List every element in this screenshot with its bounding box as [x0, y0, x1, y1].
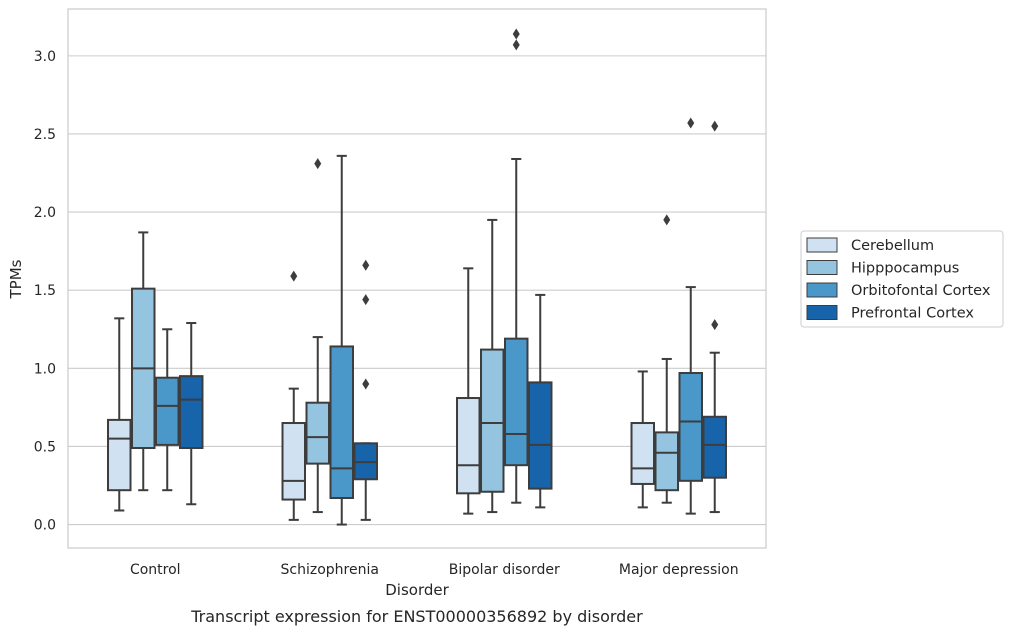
box-iqr: [281, 422, 307, 501]
outlier-point: [663, 214, 671, 226]
box-iqr: [702, 415, 727, 479]
box-prefrontal-cortex: [702, 120, 727, 514]
legend-swatch: [806, 282, 838, 298]
box-hipppocampus: [480, 218, 505, 514]
box-iqr: [107, 418, 132, 492]
outlier-point: [362, 378, 370, 390]
box-prefrontal-cortex: [353, 259, 378, 521]
legend-swatch: [806, 305, 838, 320]
box-iqr: [527, 381, 553, 490]
box-hipppocampus: [305, 158, 331, 514]
outlier-point: [711, 319, 719, 331]
box-prefrontal-cortex: [178, 322, 204, 506]
legend-label: Cerebellum: [851, 238, 934, 254]
outlier-point: [711, 120, 719, 132]
outlier-point: [290, 270, 298, 282]
y-axis-label: TPMs: [7, 259, 25, 299]
box-hipppocampus: [654, 214, 679, 504]
x-tick-label: Bipolar disorder: [449, 562, 560, 578]
box-iqr: [456, 397, 481, 495]
legend-label: Hipppocampus: [851, 261, 959, 277]
x-tick-label: Control: [130, 562, 181, 578]
box-iqr: [504, 337, 529, 467]
box-cerebellum: [630, 370, 656, 509]
box-orbitofontal-cortex: [155, 328, 180, 492]
legend-label: Prefrontal Cortex: [851, 306, 974, 322]
y-tick-label: 0.5: [34, 439, 56, 455]
outlier-point: [512, 39, 520, 51]
box-iqr: [654, 431, 679, 492]
outlier-point: [362, 259, 370, 271]
box-cerebellum: [456, 267, 481, 515]
box-iqr: [155, 376, 180, 446]
y-tick-label: 3.0: [34, 49, 56, 65]
y-axis-ticks: 0.0 0.5 1.0 1.5 2.0 2.5 3.0: [34, 49, 56, 534]
plot-area: [67, 8, 767, 549]
x-axis-ticks: Control Schizophrenia Bipolar disorder Majo…: [130, 562, 739, 578]
y-tick-label: 1.0: [34, 361, 56, 377]
box-iqr: [305, 401, 331, 465]
box-iqr: [329, 345, 354, 500]
legend-swatch: [806, 237, 838, 253]
legend-label: Orbitofontal Cortex: [851, 283, 991, 299]
box-orbitofontal-cortex: [504, 28, 529, 504]
box-iqr: [630, 422, 656, 485]
x-axis-label: Disorder: [385, 581, 449, 599]
box-cerebellum: [107, 317, 132, 512]
box-orbitofontal-cortex: [678, 117, 703, 515]
box-prefrontal-cortex: [527, 293, 553, 509]
outlier-point: [512, 28, 520, 40]
outlier-point: [314, 158, 322, 170]
legend-swatch: [806, 260, 838, 275]
outlier-point: [687, 117, 695, 129]
x-tick-label: Schizophrenia: [281, 562, 379, 578]
chart-caption: Transcript expression for ENST0000035689…: [190, 607, 643, 626]
y-tick-label: 2.5: [34, 127, 56, 143]
box-groups: [107, 28, 727, 526]
y-tick-label: 2.0: [34, 205, 56, 221]
legend: Cerebellum Hipppocampus Orbitofontal Corte…: [800, 230, 1004, 328]
legend-frame: [800, 230, 1004, 328]
y-tick-label: 0.0: [34, 518, 56, 534]
box-iqr: [678, 372, 703, 482]
box-iqr: [480, 348, 505, 493]
box-orbitofontal-cortex: [329, 154, 354, 526]
box-iqr: [178, 375, 204, 450]
box-cerebellum: [281, 270, 307, 521]
outlier-point: [362, 294, 370, 306]
box-hipppocampus: [131, 231, 156, 492]
x-tick-label: Major depression: [619, 562, 739, 578]
y-tick-label: 1.5: [34, 283, 56, 299]
